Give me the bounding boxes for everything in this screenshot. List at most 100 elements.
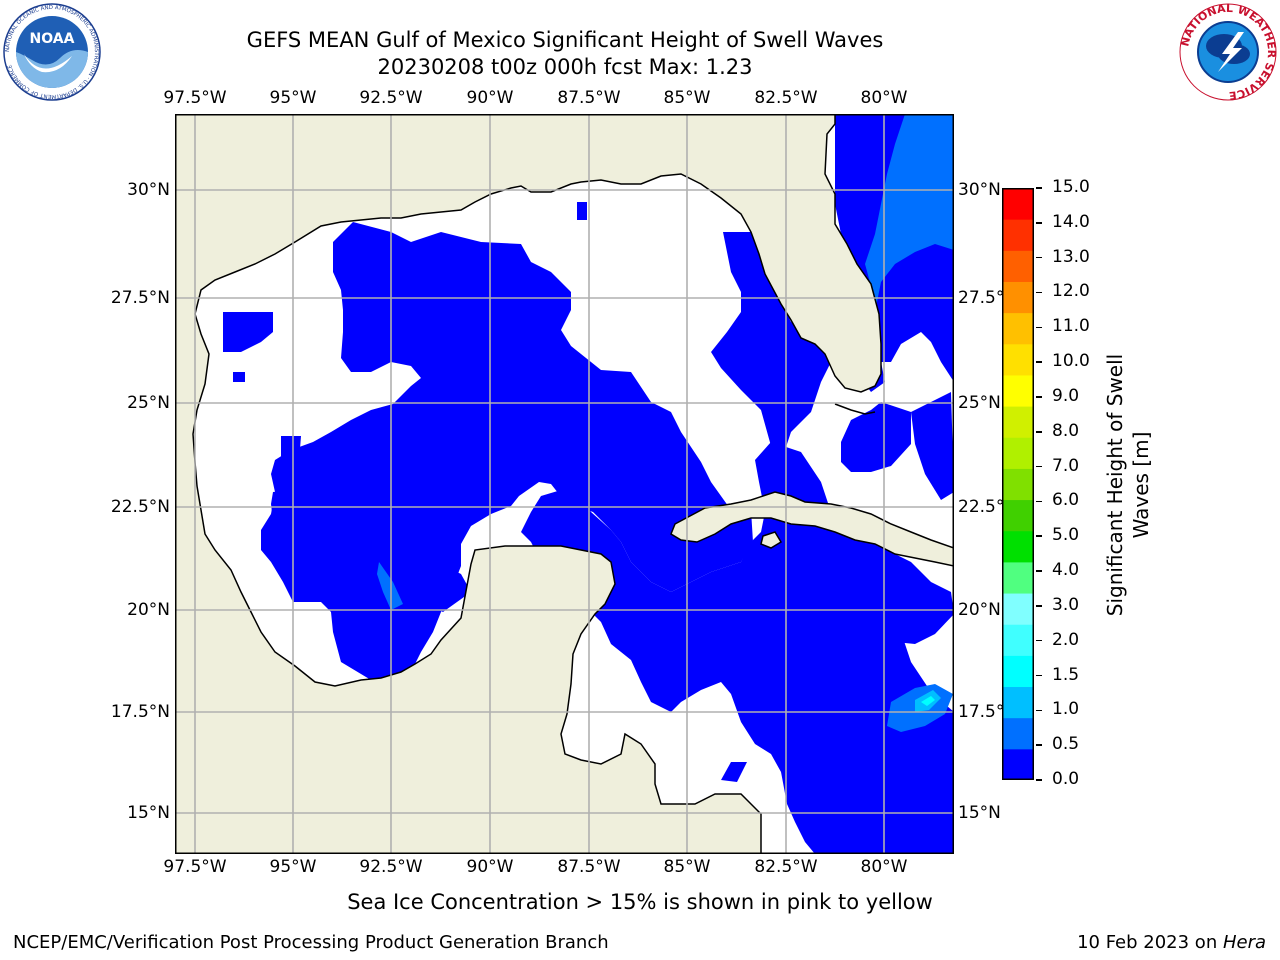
grid-lines <box>175 114 954 854</box>
colorbar-tick-mark <box>1036 674 1042 677</box>
footer-date-text: 10 Feb 2023 on <box>1077 932 1223 953</box>
nws-logo: NATIONAL WEATHER SERVICE <box>1178 2 1278 102</box>
colorbar-segment <box>1002 686 1034 719</box>
lon-label: 80°W <box>860 857 908 877</box>
lon-label: 87.5°W <box>557 88 621 108</box>
lat-label: 27.5°N <box>110 288 170 308</box>
sea-ice-note: Sea Ice Concentration > 15% is shown in … <box>347 890 933 914</box>
colorbar-tick-label: 15.0 <box>1052 177 1090 197</box>
colorbar-tick-mark <box>1036 605 1042 607</box>
colorbar-segment <box>1002 717 1034 750</box>
colorbar-segment <box>1002 468 1034 501</box>
lon-label: 92.5°W <box>359 857 423 877</box>
lat-label: 30°N <box>958 180 1001 200</box>
lat-label: 17.5°N <box>110 702 170 722</box>
footer-machine: Hera <box>1222 932 1266 953</box>
colorbar-tick-mark <box>1036 396 1042 398</box>
colorbar-tick-mark <box>1036 535 1042 537</box>
colorbar-tick-mark <box>1036 709 1042 712</box>
lon-label: 85°W <box>663 857 711 877</box>
colorbar-tick-label: 1.0 <box>1052 699 1080 720</box>
noaa-logo-text: NOAA <box>30 31 75 47</box>
lat-label: 25°N <box>958 393 1001 413</box>
lon-labels-top: 97.5°W 95°W 92.5°W 90°W 87.5°W 85°W 82.5… <box>0 88 1000 112</box>
colorbar-segment <box>1002 281 1034 314</box>
lon-label: 82.5°W <box>754 88 818 108</box>
map-frame <box>175 114 954 854</box>
colorbar-tick-mark <box>1036 779 1042 781</box>
colorbar-svg <box>1002 188 1034 781</box>
colorbar-frame <box>1002 188 1034 780</box>
footer-credit: NCEP/EMC/Verification Post Processing Pr… <box>13 932 609 953</box>
swell-field-peak <box>921 696 935 706</box>
lon-label: 80°W <box>860 88 908 108</box>
lon-labels-bottom: 97.5°W 95°W 92.5°W 90°W 87.5°W 85°W 82.5… <box>0 857 1000 881</box>
colorbar-tick-label: 2.0 <box>1052 629 1080 650</box>
colorbar-segment <box>1002 250 1034 282</box>
colorbar-tick-label: 3.0 <box>1052 594 1080 615</box>
colorbar-segment <box>1002 312 1034 345</box>
colorbar-segment <box>1002 530 1034 563</box>
colorbar-tick-label: 12.0 <box>1052 281 1090 302</box>
lat-labels-left: 30°N 27.5°N 25°N 22.5°N 20°N 17.5°N 15°N <box>106 0 172 960</box>
colorbar-tick-mark <box>1036 326 1042 329</box>
lon-label: 85°W <box>663 88 711 108</box>
colorbar-tick-label: 5.0 <box>1052 525 1080 546</box>
map-subtitle: 20230208 t00z 000h fcst Max: 1.23 <box>377 55 753 79</box>
lat-label: 30°N <box>127 180 170 200</box>
lon-label: 90°W <box>466 88 514 108</box>
lat-label: 15°N <box>127 803 170 823</box>
colorbar-tick-label: 14.0 <box>1052 211 1090 232</box>
lon-label: 95°W <box>269 857 317 877</box>
lon-label: 95°W <box>269 88 317 108</box>
colorbar-segment <box>1002 437 1034 469</box>
footer-date: 10 Feb 2023 on Hera <box>1077 932 1266 953</box>
colorbar-segment <box>1002 188 1034 220</box>
colorbar-segment <box>1002 593 1034 625</box>
colorbar-tick-label: 9.0 <box>1052 385 1080 406</box>
colorbar-segment <box>1002 406 1034 438</box>
colorbar-tick-mark <box>1036 465 1042 468</box>
colorbar-segment <box>1002 343 1034 376</box>
colorbar-tick-mark <box>1036 361 1042 363</box>
lat-label: 20°N <box>127 600 170 620</box>
lat-labels-right: 30°N 27.5°N 25°N 22.5°N 20°N 17.5°N 15°N <box>958 0 1018 960</box>
colorbar-tick-label: 0.0 <box>1052 769 1080 789</box>
colorbar-tick-mark <box>1036 187 1042 189</box>
colorbar-ticks: 15.0 14.0 13.0 12.0 11.0 10.0 9.0 8.0 7.0 6.0 5.0 4… <box>1036 0 1106 960</box>
colorbar-label-line1: Significant Height of Swell <box>1103 353 1127 617</box>
colorbar-tick-label: 8.0 <box>1052 420 1080 441</box>
colorbar-segment <box>1002 748 1034 781</box>
colorbar-tick-label: 4.0 <box>1052 560 1080 581</box>
colorbar-segment <box>1002 499 1034 532</box>
colorbar-tick-mark <box>1036 222 1042 224</box>
colorbar-tick-mark <box>1036 744 1042 746</box>
lon-label: 82.5°W <box>754 857 818 877</box>
colorbar-segment <box>1002 374 1034 407</box>
lon-label: 92.5°W <box>359 88 423 108</box>
lat-label: 20°N <box>958 600 1001 620</box>
lat-label: 25°N <box>127 393 170 413</box>
colorbar-tick-label: 10.0 <box>1052 351 1090 372</box>
map-panel <box>174 113 955 855</box>
colorbar-tick-mark <box>1036 291 1042 294</box>
colorbar-tick-label: 0.5 <box>1052 734 1080 755</box>
colorbar-tick-label: 6.0 <box>1052 490 1080 511</box>
colorbar-tick-mark <box>1036 256 1042 259</box>
colorbar-tick-label: 13.0 <box>1052 246 1090 267</box>
colorbar-segment <box>1002 561 1034 594</box>
lat-label: 22.5°N <box>110 497 170 517</box>
colorbar-segment <box>1002 624 1034 656</box>
map-title: GEFS MEAN Gulf of Mexico Significant Hei… <box>246 28 884 52</box>
colorbar-tick-mark <box>1036 570 1042 572</box>
lon-label: 97.5°W <box>163 88 227 108</box>
lat-label: 15°N <box>958 803 1001 823</box>
colorbar-tick-mark <box>1036 431 1042 433</box>
map-svg <box>174 113 955 855</box>
colorbar-tick-mark <box>1036 500 1042 503</box>
lon-label: 87.5°W <box>557 857 621 877</box>
lon-label: 90°W <box>466 857 514 877</box>
colorbar-tick-mark <box>1036 639 1042 642</box>
lon-label: 97.5°W <box>163 857 227 877</box>
colorbar-label: Significant Height of Swell Waves [m] <box>1102 330 1162 640</box>
